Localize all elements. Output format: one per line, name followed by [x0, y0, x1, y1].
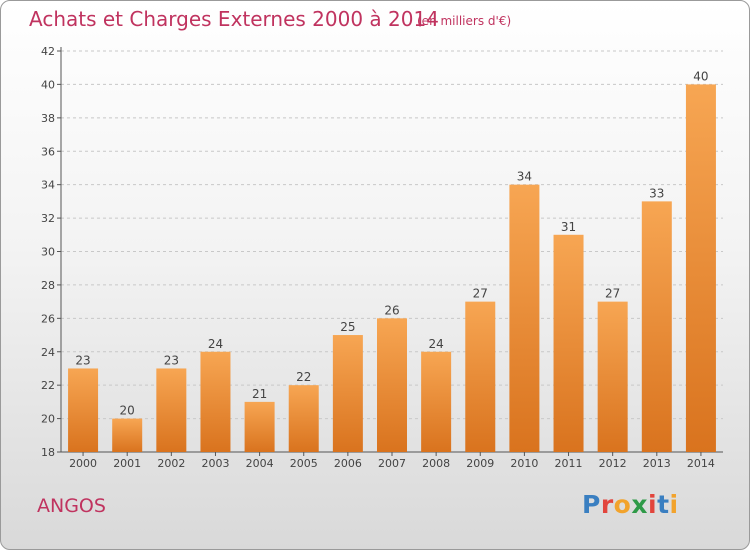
y-tick-label: 22 — [41, 379, 55, 392]
x-tick-label: 2001 — [113, 457, 141, 470]
bar — [332, 335, 363, 452]
bar-value-label: 27 — [473, 287, 488, 301]
x-tick-label: 2013 — [643, 457, 671, 470]
x-tick-label: 2007 — [378, 457, 406, 470]
x-tick-label: 2006 — [334, 457, 362, 470]
bar — [112, 418, 143, 452]
logo-letter: r — [600, 490, 614, 519]
bar-value-label: 26 — [384, 303, 399, 317]
bar-value-label: 24 — [428, 337, 443, 351]
bar-value-label: 40 — [693, 69, 708, 83]
bar — [597, 301, 628, 452]
y-tick-label: 20 — [41, 413, 55, 426]
chart-subtitle: (en milliers d'€) — [417, 14, 512, 28]
x-tick-label: 2003 — [201, 457, 229, 470]
bar-value-label: 27 — [605, 287, 620, 301]
logo-letter: t — [657, 490, 670, 519]
y-tick-label: 34 — [41, 179, 55, 192]
y-tick-label: 18 — [41, 446, 55, 459]
y-tick-label: 28 — [41, 279, 55, 292]
bar — [377, 318, 407, 452]
bar-value-label: 23 — [164, 353, 179, 367]
x-tick-label: 2009 — [466, 457, 494, 470]
y-tick-label: 36 — [41, 145, 55, 158]
bar-value-label: 23 — [75, 353, 90, 367]
bar-value-label: 25 — [340, 320, 355, 334]
x-tick-label: 2004 — [246, 457, 274, 470]
x-tick-label: 2011 — [555, 457, 583, 470]
bar-value-label: 20 — [120, 404, 135, 418]
y-tick-label: 26 — [41, 312, 55, 325]
bar — [685, 84, 716, 453]
bar — [509, 184, 540, 452]
chart-title: Achats et Charges Externes 2000 à 2014 — [29, 7, 439, 31]
bar — [641, 201, 672, 452]
logo-letter: i — [648, 490, 658, 519]
y-tick-label: 42 — [41, 45, 55, 58]
x-tick-label: 2012 — [599, 457, 627, 470]
commune-name: ANGOS — [37, 495, 106, 517]
proxiti-logo[interactable]: Proxiti — [582, 490, 679, 519]
x-tick-label: 2002 — [157, 457, 185, 470]
bar — [200, 351, 231, 452]
x-tick-label: 2008 — [422, 457, 450, 470]
logo-letter: o — [613, 490, 632, 519]
bar-value-label: 31 — [561, 220, 576, 234]
logo-letter: i — [669, 490, 679, 519]
bar — [156, 368, 187, 452]
x-tick-label: 2005 — [290, 457, 318, 470]
x-tick-label: 2010 — [510, 457, 538, 470]
bar — [421, 351, 452, 452]
bar-value-label: 34 — [517, 170, 532, 184]
bar-value-label: 22 — [296, 370, 311, 384]
bar-value-label: 24 — [208, 337, 223, 351]
bar-value-label: 21 — [252, 387, 267, 401]
x-tick-label: 2014 — [687, 457, 715, 470]
y-tick-label: 32 — [41, 212, 55, 225]
logo-letter: P — [582, 490, 601, 519]
y-tick-label: 30 — [41, 246, 55, 259]
logo-letter: x — [631, 490, 648, 519]
bar — [68, 368, 99, 452]
bar — [288, 385, 319, 452]
bar-value-label: 33 — [649, 186, 664, 200]
bar — [465, 301, 496, 452]
y-tick-label: 38 — [41, 112, 55, 125]
x-tick-label: 2000 — [69, 457, 97, 470]
y-tick-label: 40 — [41, 78, 55, 91]
bar — [244, 401, 275, 452]
bar — [553, 234, 584, 452]
y-tick-label: 24 — [41, 346, 55, 359]
